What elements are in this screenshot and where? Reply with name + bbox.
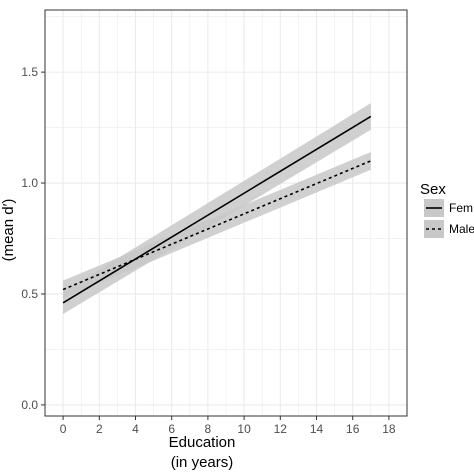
series-line-female	[62, 115, 372, 304]
x-axis-title-line2: (in years)	[171, 454, 234, 471]
y-tick-label: 1.0	[21, 176, 38, 190]
y-tick-label: 0.0	[21, 398, 38, 412]
x-tick-label: 0	[60, 422, 67, 436]
confidence-band-male	[63, 151, 371, 299]
x-tick-label: 4	[132, 422, 139, 436]
legend: Sex Fem Male	[420, 181, 474, 238]
y-axis-title: (mean d′)	[0, 199, 17, 262]
confidence-bands	[63, 103, 371, 314]
x-tick-label: 12	[274, 422, 288, 436]
y-tick-label: 1.5	[21, 65, 38, 79]
y-axis-ticks: 0.0 0.5 1.0 1.5	[21, 65, 45, 412]
x-tick-label: 8	[205, 422, 212, 436]
series-lines	[62, 115, 372, 304]
legend-label-male: Male	[449, 222, 474, 236]
x-axis-ticks: 0 2 4 6 8 10 12 14 16 18	[60, 416, 396, 436]
x-tick-label: 2	[96, 422, 103, 436]
x-axis-title-line1: Education	[169, 434, 236, 451]
x-tick-label: 14	[310, 422, 324, 436]
x-tick-label: 18	[382, 422, 396, 436]
panel-border	[44, 9, 408, 417]
legend-label-fem: Fem	[449, 201, 473, 215]
series-line-male	[62, 160, 372, 291]
x-tick-label: 10	[237, 422, 251, 436]
legend-title: Sex	[420, 181, 446, 198]
x-tick-label: 16	[346, 422, 360, 436]
x-tick-label: 6	[168, 422, 175, 436]
y-tick-label: 0.5	[21, 287, 38, 301]
